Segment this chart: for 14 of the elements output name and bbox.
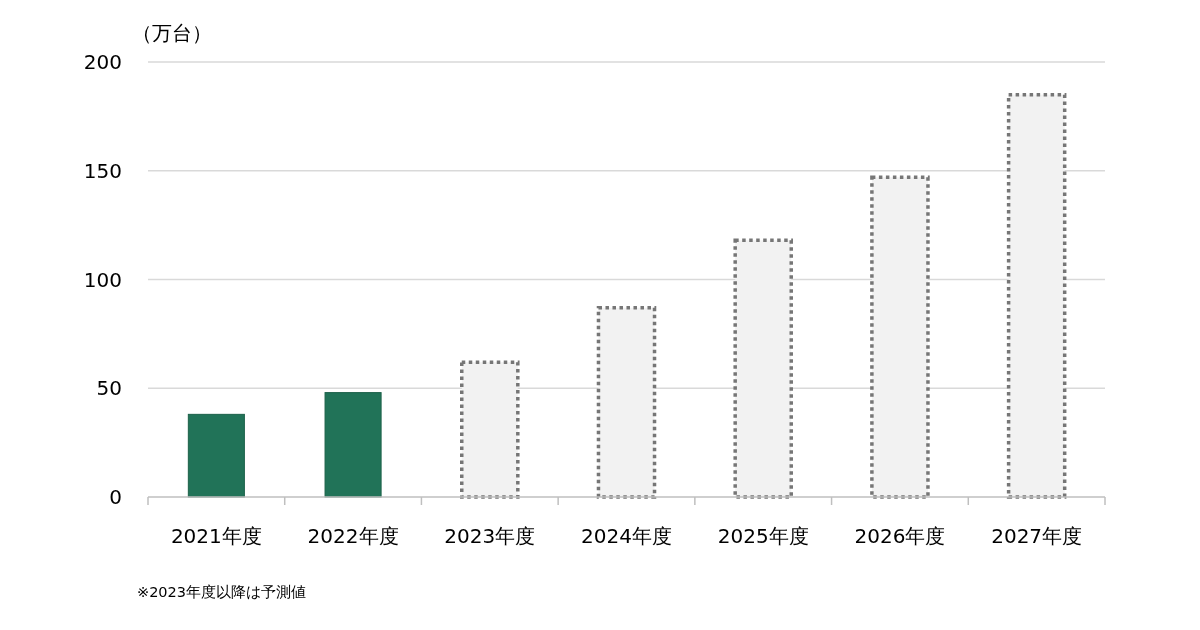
x-tick-label: 2026年度 xyxy=(854,524,946,548)
text: ※2023年度以降は予測値 xyxy=(137,584,307,600)
y-axis-title: （万台） xyxy=(132,21,212,45)
y-tick-label: 0 xyxy=(109,485,122,509)
y-tick-label: 100 xyxy=(83,267,122,292)
x-tick-label: 2024年度 xyxy=(581,524,672,548)
y-tick-label: 150 xyxy=(83,158,122,183)
x-tick-label: 2023年度 xyxy=(444,524,536,548)
x-tick-label: 2022年度 xyxy=(307,524,399,548)
x-tick-label: 2027年度 xyxy=(991,524,1083,548)
x-tick-label: 2025年度 xyxy=(717,524,809,548)
x-tick-label: 2021年度 xyxy=(170,524,262,548)
y-tick-label: 200 xyxy=(83,50,122,74)
y-tick-label: 50 xyxy=(96,376,122,401)
